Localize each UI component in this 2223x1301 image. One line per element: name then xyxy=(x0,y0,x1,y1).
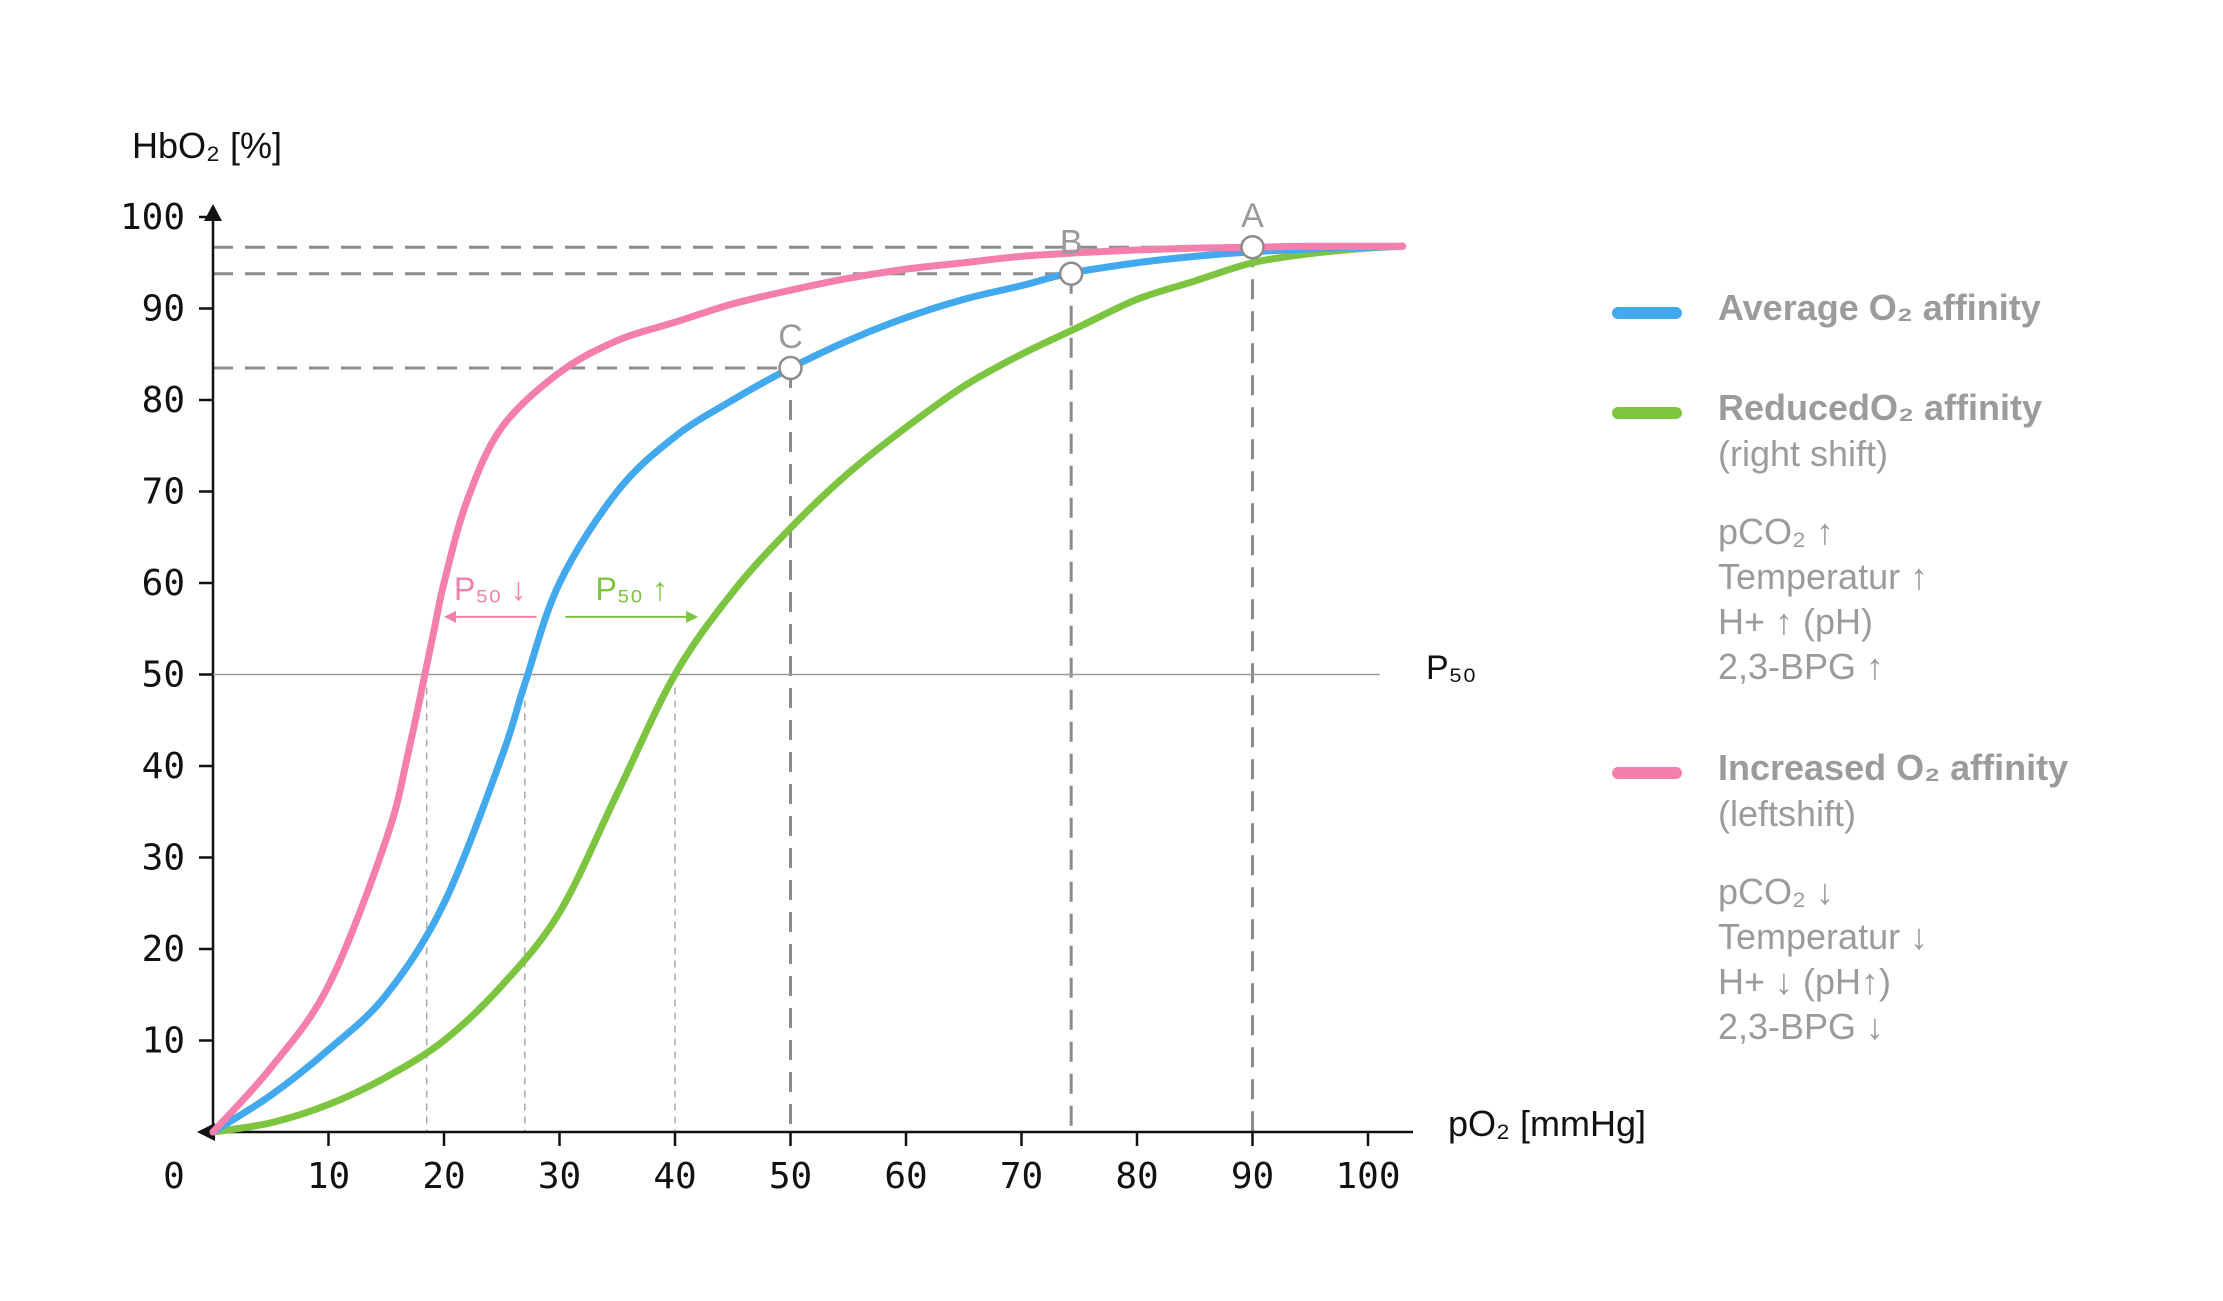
y-tick-label: 60 xyxy=(142,563,185,604)
factor-item: Temperatur ↓ xyxy=(1718,916,1929,957)
y-tick-label: 90 xyxy=(142,289,185,330)
y-tick-label: 50 xyxy=(142,655,185,696)
legend-increased-title: Increased O₂ affinity xyxy=(1718,747,2069,788)
shift-annotation-label: P₅₀ ↓ xyxy=(454,571,526,607)
increased-factors: pCO₂ ↓ Temperatur ↓ H+ ↓ (pH↑) 2,3-BPG ↓ xyxy=(1718,869,2172,1049)
legend-reduced-subtitle: (right shift) xyxy=(1718,433,1889,474)
x-tick-label: 70 xyxy=(1000,1156,1043,1197)
legend-swatch-average xyxy=(1612,307,1682,319)
x-tick-label: 50 xyxy=(769,1156,812,1197)
y-tick-label: 20 xyxy=(142,929,185,970)
x-tick-label: 30 xyxy=(538,1156,581,1197)
point-marker xyxy=(1240,234,1265,260)
y-axis-arrow-icon xyxy=(204,204,222,221)
y-tick-label: 10 xyxy=(142,1021,185,1062)
factor-item: pCO₂ ↓ xyxy=(1718,871,1834,912)
point-label: B xyxy=(1060,224,1083,262)
shift-annotation-label: P₅₀ ↑ xyxy=(595,571,667,607)
x-tick-label: 40 xyxy=(653,1156,696,1197)
marked-points: A B C xyxy=(778,197,1265,381)
series-line xyxy=(209,242,1407,1136)
origin-arrow-icon xyxy=(197,1123,215,1141)
x-axis-label: pO₂ [mmHg] xyxy=(1448,1103,1646,1144)
y-tick-label: 30 xyxy=(142,838,185,879)
x-tick-label: 80 xyxy=(1115,1156,1158,1197)
guide-lines xyxy=(213,245,1254,1132)
p50-shift-annotations: P₅₀ ↓ P₅₀ ↑ xyxy=(444,571,699,623)
legend-increased: Increased O₂ affinity (leftshift) pCO₂ ↓… xyxy=(1612,745,2172,1049)
x-tick-label: 60 xyxy=(884,1156,927,1197)
ticks: 10 20 30 40 50 60 70 80 90 100 10 20 30 40 50 60 70 80 90 1… xyxy=(120,197,1401,1197)
reduced-factors: pCO₂ ↑ Temperatur ↑ H+ ↑ (pH) 2,3-BPG ↑ xyxy=(1718,509,2172,689)
legend-reduced-title: ReducedO₂ affinity xyxy=(1718,387,2043,428)
x-tick-label: 10 xyxy=(307,1156,350,1197)
legend: Average O₂ affinity ReducedO₂ affinity (… xyxy=(1612,285,2172,1049)
axes: HbO₂ [%] pO₂ [mmHg] 0 xyxy=(132,125,1646,1197)
legend-average-title: Average O₂ affinity xyxy=(1718,287,2041,328)
legend-swatch-reduced xyxy=(1612,407,1682,419)
factor-item: 2,3-BPG ↓ xyxy=(1718,1006,1885,1047)
factor-item: H+ ↓ (pH↑) xyxy=(1718,961,1892,1002)
series-curves xyxy=(209,242,1407,1136)
y-tick-label: 70 xyxy=(142,472,185,513)
x-tick-label: 90 xyxy=(1231,1156,1274,1197)
origin-label: 0 xyxy=(163,1156,185,1197)
shift-arrow-head-icon xyxy=(444,610,456,623)
legend-swatch-increased xyxy=(1612,767,1682,779)
factor-item: 2,3-BPG ↑ xyxy=(1718,646,1885,687)
factor-item: H+ ↑ (pH) xyxy=(1718,601,1874,642)
shift-arrow-head-icon xyxy=(686,610,699,623)
point-label: A xyxy=(1241,197,1264,235)
legend-increased-subtitle: (leftshift) xyxy=(1718,793,1857,834)
legend-reduced: ReducedO₂ affinity (right shift) pCO₂ ↑ … xyxy=(1612,385,2172,689)
y-tick-label: 80 xyxy=(142,380,185,421)
point-label: C xyxy=(778,318,803,356)
factor-item: pCO₂ ↑ xyxy=(1718,511,1834,552)
point-marker xyxy=(778,355,803,381)
factor-item: Temperatur ↑ xyxy=(1718,556,1929,597)
y-tick-label: 100 xyxy=(120,197,185,238)
legend-average: Average O₂ affinity xyxy=(1612,285,2172,331)
x-tick-label: 20 xyxy=(422,1156,465,1197)
y-axis-label: HbO₂ [%] xyxy=(132,125,282,166)
series-line xyxy=(209,242,1407,1136)
p50-line-label: P₅₀ xyxy=(1426,649,1477,687)
point-marker xyxy=(1058,261,1084,286)
x-tick-label: 100 xyxy=(1335,1156,1400,1197)
y-tick-label: 40 xyxy=(142,746,185,787)
p50-reference: P₅₀ xyxy=(213,649,1477,687)
series-line xyxy=(209,242,1407,1136)
